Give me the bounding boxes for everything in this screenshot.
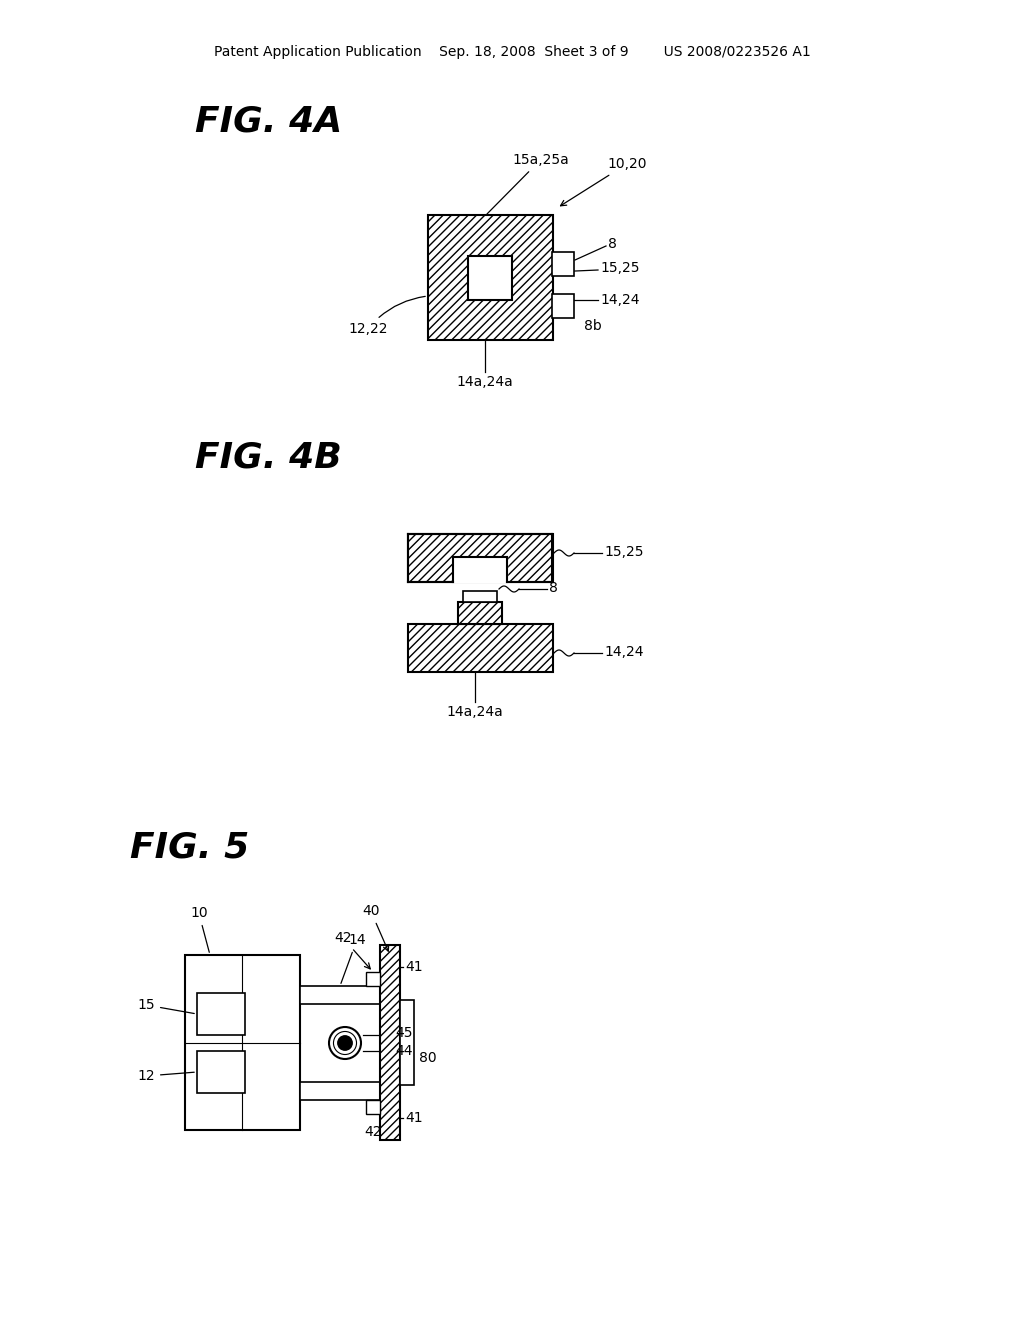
Text: 41: 41: [406, 960, 423, 974]
Text: 80: 80: [419, 1051, 436, 1065]
Text: FIG. 4B: FIG. 4B: [195, 441, 342, 475]
Text: 14,24: 14,24: [604, 645, 643, 659]
Text: 8b: 8b: [584, 319, 602, 333]
Text: 40: 40: [362, 904, 389, 952]
Bar: [458, 602, 502, 624]
Text: FIG. 4A: FIG. 4A: [195, 106, 342, 139]
Text: 8: 8: [549, 581, 558, 595]
Text: 15,25: 15,25: [600, 261, 640, 275]
Text: 42: 42: [334, 931, 371, 969]
Bar: [400, 1001, 414, 1085]
Text: 14a,24a: 14a,24a: [457, 375, 513, 389]
Text: 45: 45: [395, 1026, 413, 1040]
Text: 14,24: 14,24: [600, 293, 640, 308]
Text: 44: 44: [395, 1044, 413, 1059]
Bar: [197, 1051, 245, 1093]
Text: 10,20: 10,20: [560, 157, 646, 206]
Circle shape: [334, 1031, 356, 1055]
Bar: [366, 1100, 380, 1114]
Text: 12: 12: [137, 1069, 195, 1082]
Text: 15a,25a: 15a,25a: [487, 153, 568, 214]
Text: FIG. 5: FIG. 5: [130, 832, 249, 865]
Bar: [300, 986, 380, 1005]
Bar: [552, 252, 574, 276]
Text: Patent Application Publication    Sep. 18, 2008  Sheet 3 of 9        US 2008/022: Patent Application Publication Sep. 18, …: [214, 45, 810, 59]
Bar: [428, 215, 553, 341]
Text: 15,25: 15,25: [604, 545, 643, 558]
Text: 10: 10: [190, 906, 209, 952]
Bar: [408, 624, 553, 672]
Text: 12,22: 12,22: [348, 297, 425, 337]
Text: 41: 41: [406, 1111, 423, 1125]
Bar: [185, 954, 300, 1130]
Bar: [408, 535, 553, 582]
Bar: [552, 294, 574, 318]
Text: 14: 14: [341, 933, 366, 983]
Text: 42: 42: [365, 1125, 382, 1139]
Text: 15: 15: [137, 998, 195, 1014]
Text: 8: 8: [608, 238, 616, 251]
Bar: [468, 256, 512, 300]
Bar: [197, 993, 245, 1035]
Polygon shape: [453, 557, 507, 582]
Bar: [380, 945, 400, 1140]
Bar: [463, 591, 497, 602]
Circle shape: [338, 1036, 352, 1051]
Bar: [300, 1082, 380, 1100]
Bar: [366, 972, 380, 986]
Text: 14a,24a: 14a,24a: [446, 705, 504, 719]
